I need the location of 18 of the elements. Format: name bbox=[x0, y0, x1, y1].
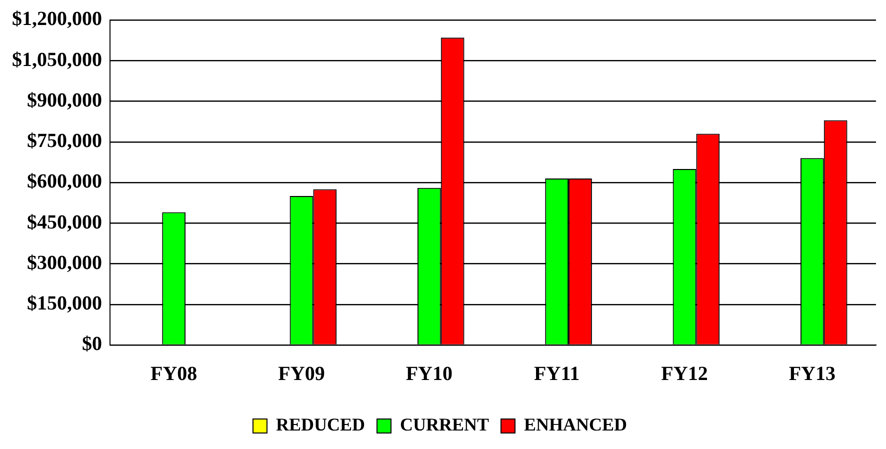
x-tick-label: FY11 bbox=[534, 363, 580, 386]
y-tick-label: $900,000 bbox=[27, 89, 102, 112]
y-tick-label: $1,050,000 bbox=[12, 48, 102, 71]
x-tick-label: FY08 bbox=[150, 363, 198, 386]
y-tick-label: $600,000 bbox=[27, 170, 102, 193]
y-tick-label: $300,000 bbox=[27, 252, 102, 274]
y-tick-label: $450,000 bbox=[27, 211, 102, 234]
y-tick-label: $750,000 bbox=[27, 130, 102, 152]
y-tick-label: $150,000 bbox=[27, 292, 102, 315]
x-tick-label: FY12 bbox=[661, 363, 708, 386]
y-tick-label: $0 bbox=[82, 333, 102, 356]
x-tick-label: FY13 bbox=[788, 363, 836, 386]
legend-label: REDUCED bbox=[276, 414, 366, 435]
y-tick-label: $1,200,000 bbox=[12, 8, 102, 30]
legend-label: CURRENT bbox=[400, 414, 490, 435]
legend-label: ENHANCED bbox=[524, 414, 628, 435]
x-tick-label: FY09 bbox=[278, 363, 325, 386]
x-tick-label: FY10 bbox=[406, 363, 453, 386]
